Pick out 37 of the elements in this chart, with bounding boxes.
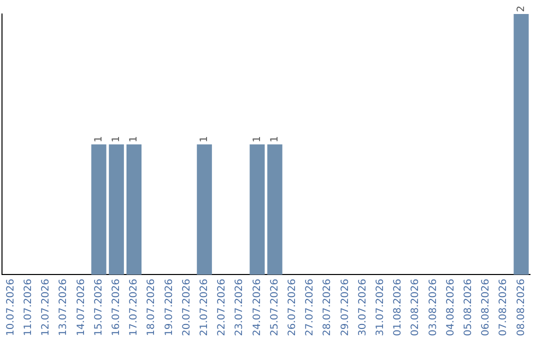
x-tick-label: 24.07.2026: [252, 278, 263, 336]
x-tick-label: 07.08.2026: [498, 278, 510, 336]
x-tick-label: 26.07.2026: [286, 278, 298, 336]
x-tick-label: 15.07.2026: [93, 278, 104, 336]
x-tick-label: 23.07.2026: [234, 278, 246, 336]
x-tick-label: 01.08.2026: [392, 278, 404, 336]
data-label: 1: [252, 136, 263, 142]
x-tick-label: 17.07.2026: [128, 278, 140, 336]
x-tick-label: 28.07.2026: [322, 278, 334, 336]
x-tick-label: 11.07.2026: [22, 278, 34, 336]
x-tick-label: 20.07.2026: [181, 278, 192, 336]
x-tick-label: 21.07.2026: [198, 278, 210, 336]
x-tick-label: 13.07.2026: [58, 278, 70, 336]
x-tick-label: 02.08.2026: [410, 278, 422, 336]
x-tick-label: 06.08.2026: [480, 278, 492, 336]
data-label: 2: [516, 6, 527, 12]
x-tick-label: 08.08.2026: [516, 278, 527, 336]
x-tick-label: 12.07.2026: [40, 278, 52, 336]
x-tick-label: 25.07.2026: [269, 278, 280, 336]
x-tick-label: 30.07.2026: [357, 278, 368, 336]
data-label: 1: [110, 136, 122, 142]
x-tick-label: 04.08.2026: [445, 278, 456, 336]
x-tick-label: 14.07.2026: [76, 278, 87, 336]
data-label: 1: [128, 136, 140, 142]
x-tick-label: 16.07.2026: [110, 278, 122, 336]
x-tick-label: 22.07.2026: [216, 278, 228, 336]
x-tick-label: 18.07.2026: [146, 278, 158, 336]
data-label: 1: [198, 136, 210, 142]
x-tick-label: 19.07.2026: [164, 278, 175, 336]
x-tick-label: 27.07.2026: [304, 278, 316, 336]
x-tick-label: 10.07.2026: [5, 278, 16, 336]
x-tick-label: 31.07.2026: [374, 278, 386, 336]
data-label: 1: [269, 136, 280, 142]
x-tick-label: 03.08.2026: [428, 278, 439, 336]
data-label: 1: [93, 136, 104, 142]
x-tick-label: 05.08.2026: [462, 278, 474, 336]
x-tick-label: 29.07.2026: [340, 278, 351, 336]
